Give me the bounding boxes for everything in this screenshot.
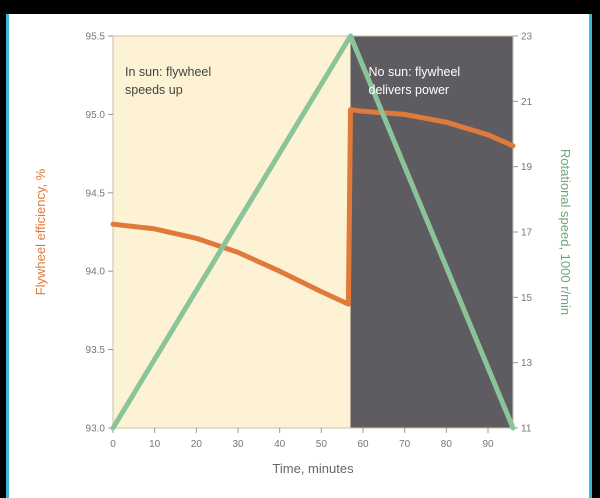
y-right-tick-label: 15	[521, 293, 533, 304]
annotation-sun: In sun: flywheel	[125, 65, 211, 79]
efficiency-series-line	[110, 107, 516, 307]
x-tick-label: 20	[191, 439, 203, 450]
y-left-tick-label: 95.5	[86, 32, 106, 43]
y-right-tick-label: 23	[521, 32, 533, 43]
x-tick-label: 60	[357, 439, 369, 450]
annotation-sun: speeds up	[125, 83, 183, 97]
y-right-tick-label: 19	[521, 162, 533, 173]
y-left-tick-label: 94.5	[86, 188, 106, 199]
x-tick-label: 50	[316, 439, 328, 450]
annotation-shade: delivers power	[369, 83, 450, 97]
y-left-tick-label: 93.5	[86, 345, 106, 356]
x-tick-label: 10	[149, 439, 161, 450]
flywheel-chart: 0 10 20 30 40 50 60 70 80 90 93.0 93.5 94.0 94.5 95.0 9…	[33, 32, 573, 477]
annotation-shade: No sun: flywheel	[369, 65, 461, 79]
y-left-tick-label: 93.0	[86, 424, 106, 435]
x-tick-label: 80	[441, 439, 453, 450]
y-right-tick-label: 11	[521, 424, 532, 435]
x-tick-label: 0	[110, 439, 116, 450]
figure-frame: 0 10 20 30 40 50 60 70 80 90 93.0 93.5 94.0 94.5 95.0 9…	[0, 14, 600, 498]
x-tick-label: 70	[399, 439, 411, 450]
y-right-tick-label: 21	[521, 97, 533, 108]
y-right-tick-label: 17	[521, 228, 533, 239]
y-right-axis-title: Rotational speed, 1000 r/min	[558, 149, 573, 315]
x-axis-title: Time, minutes	[272, 461, 354, 476]
y-left-axis-title: Flywheel efficiency, %	[33, 168, 48, 295]
chart-panel: 0 10 20 30 40 50 60 70 80 90 93.0 93.5 94.0 94.5 95.0 9…	[6, 14, 592, 498]
x-tick-label: 30	[232, 439, 244, 450]
y-left-tick-label: 95.0	[86, 110, 106, 121]
y-right-tick-label: 13	[521, 358, 533, 369]
x-tick-label: 90	[482, 439, 494, 450]
y-left-tick-label: 94.0	[86, 267, 106, 278]
x-tick-label: 40	[274, 439, 286, 450]
